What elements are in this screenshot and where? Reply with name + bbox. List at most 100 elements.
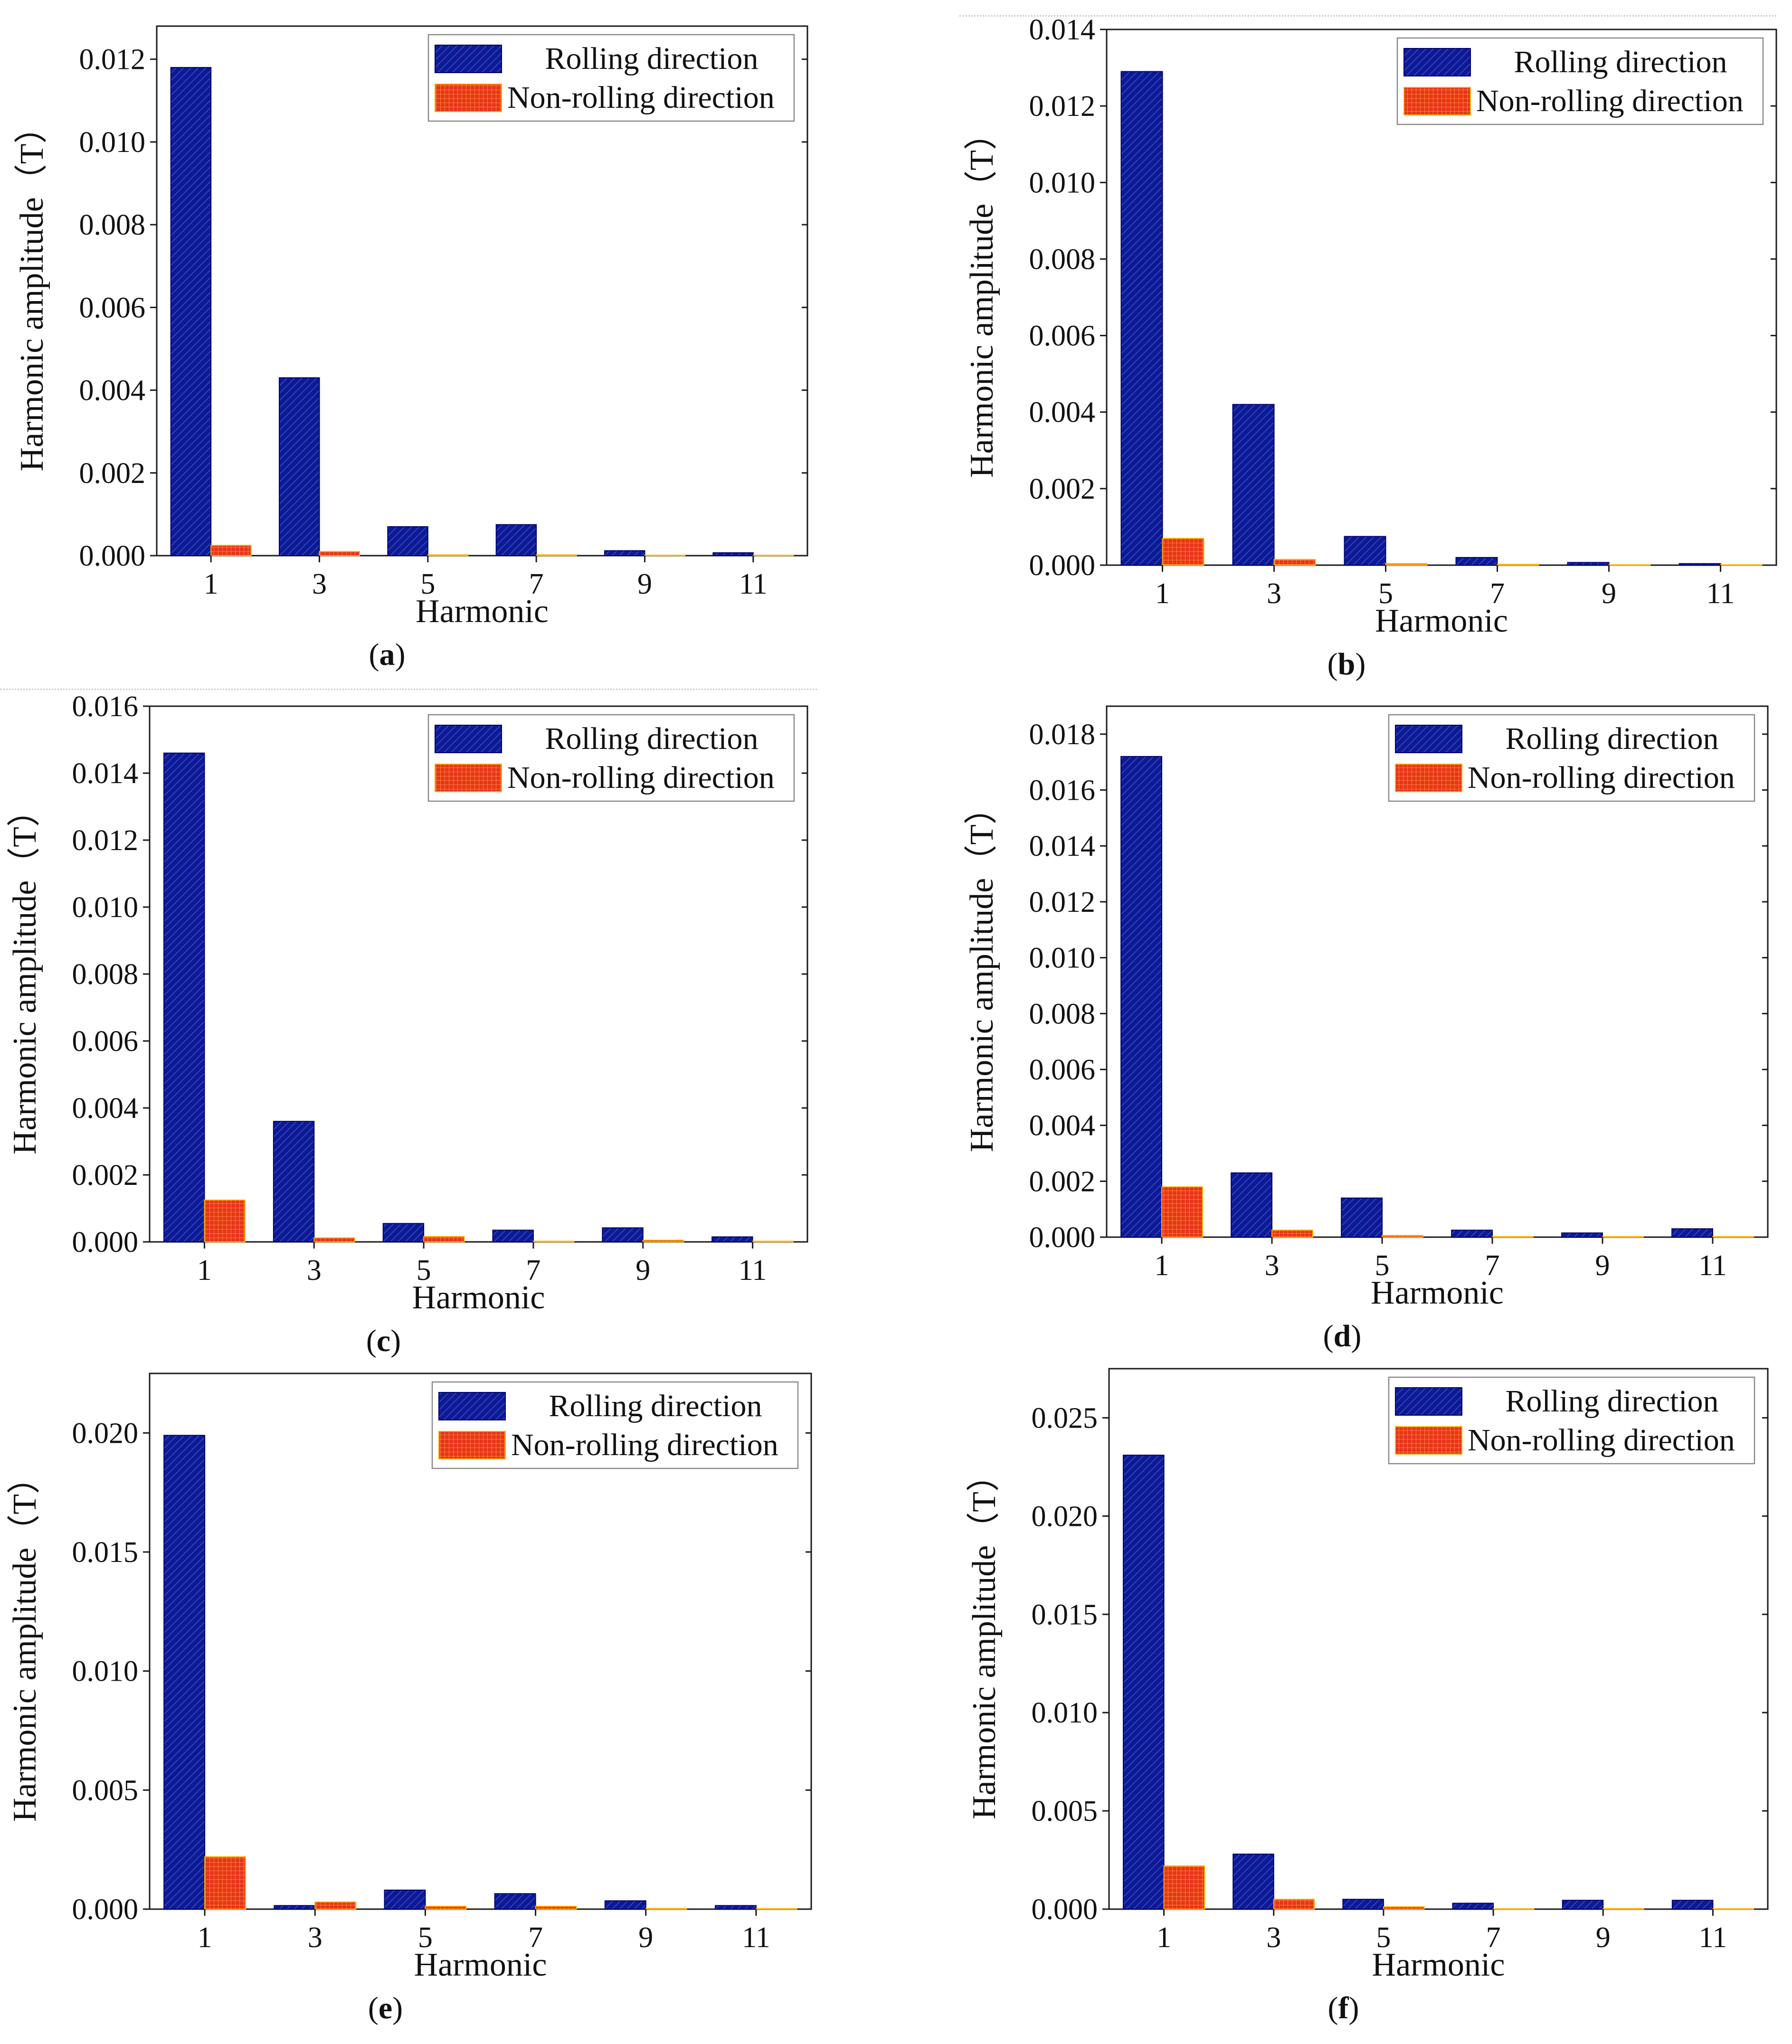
row-divider-middle (0, 689, 817, 690)
x-tick-label: 9 (635, 1254, 650, 1287)
bar-rolling-5 (1344, 536, 1386, 566)
legend-label-rolling: Rolling direction (1505, 1384, 1718, 1419)
y-tick-label: 0.004 (72, 1092, 139, 1125)
bar-rolling-11 (1671, 1900, 1714, 1910)
y-tick-label: 0.010 (1029, 942, 1096, 975)
x-tick-label: 1 (204, 568, 218, 600)
bar-rolling-1 (1123, 1455, 1165, 1910)
legend-swatch-non-rolling (435, 764, 502, 792)
x-axis-label: Harmonic (416, 593, 549, 630)
bar-non-rolling-3 (1271, 1230, 1313, 1238)
y-tick-label: 0.012 (1029, 90, 1096, 123)
bar-non-rolling-3 (319, 551, 360, 556)
bar-non-rolling-11 (752, 1240, 794, 1242)
y-tick-label: 0.008 (1029, 243, 1096, 275)
bar-rolling-11 (711, 1236, 753, 1243)
legend-swatch-non-rolling (1395, 764, 1462, 792)
y-axis-label: Harmonic amplitude（T） (7, 794, 43, 1154)
y-tick-label: 0.014 (1029, 830, 1096, 862)
bar-non-rolling-5 (1383, 1906, 1425, 1910)
x-tick-label: 3 (1266, 1921, 1281, 1954)
legend-label-non-rolling: Non-rolling direction (507, 760, 775, 795)
y-tick-label: 0.015 (72, 1536, 139, 1569)
bar-rolling-7 (1452, 1902, 1494, 1910)
plot-frame (156, 25, 808, 557)
x-axis-label: Harmonic (1372, 1947, 1505, 1983)
bar-rolling-9 (602, 1227, 644, 1243)
x-tick-label: 11 (739, 1254, 767, 1287)
legend-swatch-rolling (1403, 48, 1471, 76)
y-tick-label: 0.014 (72, 757, 139, 790)
x-tick-label: 3 (308, 1921, 322, 1954)
bar-rolling-5 (384, 1889, 426, 1910)
plot-frame (1108, 1368, 1769, 1910)
x-tick-label: 11 (742, 1921, 770, 1954)
chart-panel-b: 0.000 0.002 0.004 0.006 0.008 0.010 0.012 0.014… (964, 14, 1777, 681)
y-axis-label: Harmonic amplitude（T） (964, 117, 1000, 478)
x-tick-label: 1 (1155, 1249, 1169, 1282)
x-tick-label: 3 (1265, 1249, 1280, 1282)
legend-swatch-rolling (435, 725, 502, 753)
y-tick-label: 0.002 (79, 457, 146, 490)
bar-rolling-3 (1231, 1172, 1272, 1238)
legend-swatch-non-rolling (1403, 87, 1471, 115)
legend-label-non-rolling: Non-rolling direction (1468, 1423, 1735, 1457)
x-axis-label: Harmonic (1375, 603, 1508, 639)
x-tick-label: 1 (1155, 577, 1170, 610)
x-tick-label: 7 (1490, 577, 1505, 610)
y-tick-label: 0.002 (1029, 473, 1096, 505)
x-tick-label: 7 (1486, 1921, 1501, 1954)
y-tick-label: 0.008 (1029, 998, 1096, 1030)
bar-non-rolling-3 (1273, 558, 1316, 566)
bar-non-rolling-11 (752, 555, 794, 557)
bar-non-rolling-7 (532, 1240, 575, 1242)
y-tick-label: 0.000 (1032, 1893, 1098, 1926)
x-tick-label: 7 (526, 1254, 540, 1287)
chart-panel-a: 0.000 0.002 0.004 0.006 0.008 0.010 0.012 1 3 5 7 9… (14, 25, 808, 672)
y-tick-label: 0.020 (72, 1417, 139, 1449)
y-tick-label: 0.005 (72, 1774, 139, 1807)
plot-frame (149, 1372, 812, 1910)
legend-label-rolling: Rolling direction (545, 41, 758, 76)
bar-rolling-9 (1562, 1900, 1604, 1910)
figure-caption: (d) (1323, 1319, 1362, 1353)
x-axis-label: Harmonic (1371, 1275, 1504, 1311)
y-tick-label: 0.002 (72, 1159, 139, 1192)
x-tick-label: 9 (1602, 577, 1616, 610)
legend-label-rolling: Rolling direction (1514, 45, 1727, 79)
bar-rolling-3 (274, 1905, 316, 1910)
bar-rolling-11 (1671, 1228, 1714, 1238)
y-axis-label: Harmonic amplitude（T） (14, 110, 50, 471)
x-axis-label: Harmonic (412, 1279, 545, 1316)
figure-caption: (c) (366, 1324, 401, 1358)
y-tick-label: 0.014 (1029, 14, 1096, 46)
y-tick-label: 0.010 (79, 126, 146, 159)
plot-frame (1106, 705, 1769, 1238)
y-tick-label: 0.008 (72, 958, 139, 991)
x-tick-label: 7 (528, 1921, 543, 1954)
x-tick-label: 5 (1375, 1249, 1390, 1282)
bar-non-rolling-7 (535, 1905, 577, 1910)
bar-rolling-1 (170, 67, 212, 556)
x-tick-label: 5 (1378, 577, 1393, 610)
bar-rolling-3 (1232, 404, 1275, 566)
x-tick-label: 3 (1267, 577, 1281, 610)
bar-rolling-3 (1233, 1854, 1274, 1910)
y-tick-label: 0.016 (1029, 775, 1096, 807)
y-tick-label: 0.012 (1029, 886, 1096, 918)
y-tick-label: 0.006 (79, 292, 146, 324)
x-tick-label: 1 (198, 1921, 212, 1954)
plot-frame (1106, 28, 1777, 566)
y-tick-label: 0.010 (1029, 167, 1096, 199)
y-tick-label: 0.000 (72, 1226, 139, 1259)
bar-non-rolling-1 (1162, 538, 1204, 566)
bar-rolling-7 (1455, 557, 1498, 566)
y-tick-label: 0.018 (1029, 719, 1096, 751)
chart-panel-c: 0.000 0.002 0.004 0.006 0.008 0.010 0.012 0.014… (7, 691, 808, 1358)
bar-rolling-3 (273, 1121, 315, 1243)
y-axis-label: Harmonic amplitude（T） (966, 1458, 1003, 1819)
bar-rolling-9 (1567, 562, 1610, 566)
y-tick-label: 0.005 (1032, 1795, 1098, 1827)
bar-rolling-7 (495, 524, 537, 556)
bar-rolling-9 (604, 550, 645, 556)
